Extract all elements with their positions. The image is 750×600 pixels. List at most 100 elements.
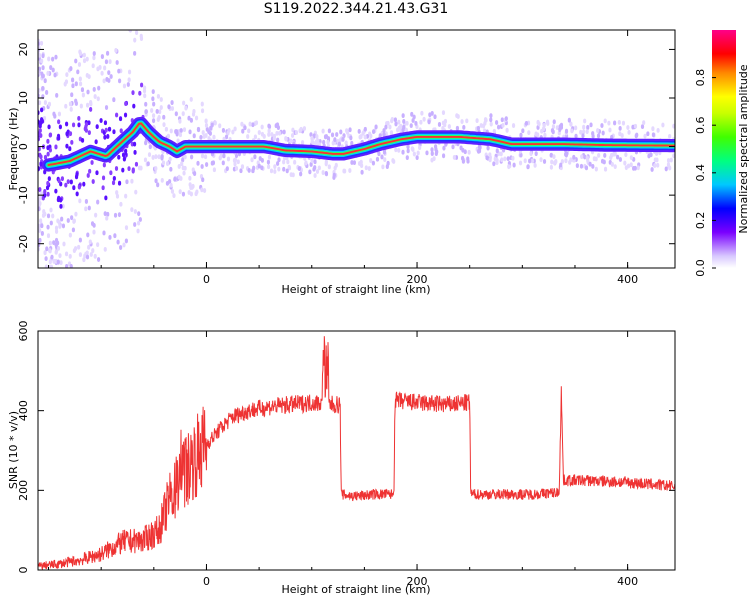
spectrogram-cell (116, 239, 120, 245)
spectrogram-cell (419, 119, 423, 125)
spectrogram-cell (57, 135, 61, 141)
spectrogram-cell (335, 132, 339, 137)
spectrogram-cell (321, 128, 325, 134)
spectrogram-cell (104, 59, 109, 65)
spectrogram-cell (38, 223, 41, 229)
spectrogram-cell (154, 166, 158, 171)
spectrogram-cell (575, 163, 579, 169)
spectrogram-cell (631, 124, 635, 130)
spectrogram-cell (581, 133, 585, 139)
spectrogram-cell (107, 126, 112, 132)
spectrogram-cell (38, 100, 42, 106)
spectrogram-cell (117, 154, 121, 160)
spectrogram-cell (174, 111, 178, 117)
spectrogram-cell (192, 133, 196, 139)
spectrogram-cell (38, 228, 42, 233)
spectrogram-cell (324, 161, 328, 167)
spectrogram-cell (646, 131, 650, 137)
spectrogram-cell (139, 36, 144, 41)
spectrogram-cell (290, 133, 295, 138)
spectrogram-cell (521, 128, 525, 134)
spectrogram-cell (451, 144, 455, 150)
spectrogram-cell (46, 70, 50, 76)
spectrogram-cell (90, 221, 95, 227)
spectrogram-cell (188, 129, 192, 135)
spectrogram-cell (361, 131, 365, 136)
spectrogram-cell (134, 189, 138, 195)
spectrogram-cell (409, 123, 413, 128)
spectrogram-cell (87, 205, 91, 211)
spectrogram-cell (142, 88, 147, 94)
spectrogram-cell (551, 124, 556, 129)
spectrogram-cell (46, 233, 51, 239)
spectrogram-cell (559, 162, 563, 168)
spectrogram-cell (152, 101, 156, 107)
spectrogram-cell (475, 118, 479, 124)
spectrogram-cell (511, 123, 516, 128)
spectrogram-cell (48, 264, 52, 268)
spectrogram-cell (297, 166, 302, 171)
spectrogram-cell (613, 151, 617, 157)
spectrogram-cell (132, 141, 137, 147)
spectrogram-cell (38, 128, 42, 133)
spectrogram-cell (40, 223, 44, 229)
spectrogram-cell (668, 133, 672, 139)
spectrogram-cell (45, 246, 49, 252)
spectrogram-cell (552, 154, 556, 160)
spectrogram-cell (651, 132, 656, 138)
spectrogram-cell (181, 157, 185, 163)
spectrogram-cell (199, 134, 203, 140)
spectrogram-cell (119, 245, 123, 250)
spectrogram-cell (86, 173, 90, 178)
spectrogram-cell (212, 167, 217, 173)
spectrogram-cell (119, 128, 123, 134)
spectrogram-cell (57, 119, 61, 125)
spectrogram-cell (276, 137, 280, 143)
spectrogram-cell (54, 225, 59, 231)
spectrogram-cell (54, 54, 58, 60)
spectrogram-cell (180, 161, 184, 167)
spectrogram-cell (38, 206, 41, 212)
spectrogram-cell (68, 131, 73, 137)
spectrogram-cell (71, 227, 76, 233)
spectrogram-cell (91, 248, 95, 253)
spectrogram-cell (461, 158, 466, 164)
spectrogram-cell (118, 78, 122, 84)
spectrogram-cell (87, 244, 91, 250)
spectrogram-cell (179, 128, 183, 133)
spectrogram-cell (661, 122, 665, 128)
spectrogram-cell (363, 134, 367, 140)
spectrogram-cell (143, 157, 148, 163)
spectrogram-cell (203, 154, 208, 160)
spectrogram-cell (333, 137, 337, 142)
spectrogram-cell (64, 103, 68, 109)
spectrogram-cell (127, 166, 131, 172)
spectrogram-cell (218, 155, 222, 161)
spectrogram-cell (246, 134, 250, 139)
spectrogram-cell (134, 30, 139, 36)
spectrogram-cell (147, 152, 152, 158)
spectrogram-cell (170, 106, 175, 111)
spectrogram-cell (543, 132, 547, 138)
spectrogram-cell (107, 78, 111, 83)
spectrogram-ridge (47, 122, 675, 166)
spectrogram-cell (78, 76, 82, 82)
spectrogram-cell (87, 130, 91, 136)
spectrogram-cell (202, 134, 206, 139)
spectrogram-cell (551, 129, 555, 135)
spectrogram-cell (282, 159, 286, 165)
spectrogram-cell (519, 152, 523, 158)
spectrogram-cell (533, 162, 537, 168)
spectrogram-cell (322, 139, 326, 145)
spectrogram-cell (57, 178, 61, 184)
spectrogram-cell (254, 120, 259, 126)
spectrogram-cell (46, 224, 50, 230)
spectrogram-cell (82, 257, 86, 263)
spectrogram-cell (394, 147, 398, 153)
spectrogram-cell (275, 122, 280, 128)
spectrogram-cell (157, 115, 161, 120)
spectrogram-cell (430, 151, 434, 156)
spectrogram-cell (62, 241, 66, 247)
spectrogram-cell (253, 154, 257, 160)
spectrogram-cell (574, 133, 578, 139)
